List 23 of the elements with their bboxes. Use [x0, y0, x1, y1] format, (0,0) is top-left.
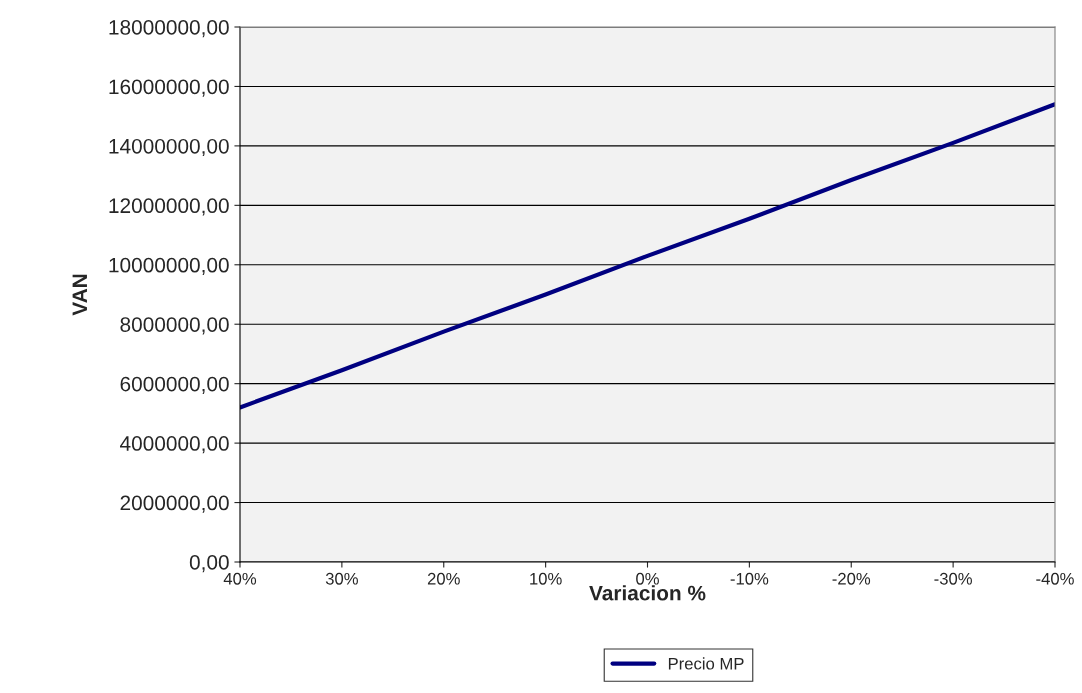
x-tick-label: 20% — [427, 572, 460, 585]
y-tick-label: 2000000,00 — [120, 495, 229, 513]
y-axis-title: VAN — [72, 274, 87, 316]
y-tick-label: 8000000,00 — [120, 317, 229, 335]
x-tick-label: 30% — [325, 572, 358, 585]
x-tick-label: 0% — [636, 572, 659, 585]
y-tick-label: 18000000,00 — [109, 20, 229, 38]
y-tick-label: 0,00 — [189, 555, 229, 573]
x-tick-label: -10% — [730, 572, 769, 585]
x-tick-label: -20% — [832, 572, 871, 585]
x-tick-label: -40% — [1036, 572, 1074, 585]
y-tick-label: 16000000,00 — [109, 79, 229, 97]
legend-label: Precio MP — [668, 657, 744, 670]
y-tick-label: 4000000,00 — [120, 436, 229, 454]
y-tick-label: 14000000,00 — [109, 138, 229, 157]
x-tick-label: 10% — [530, 572, 562, 585]
line-series — [240, 102, 1055, 410]
y-tick-label: 6000000,00 — [120, 376, 229, 394]
x-tick-label: 40% — [223, 572, 257, 585]
x-tick-label: -30% — [934, 572, 972, 585]
y-tick-label: 12000000,00 — [109, 198, 229, 216]
x-axis-title: Variacion % — [589, 585, 706, 601]
y-tick-label: 10000000,00 — [109, 257, 229, 275]
